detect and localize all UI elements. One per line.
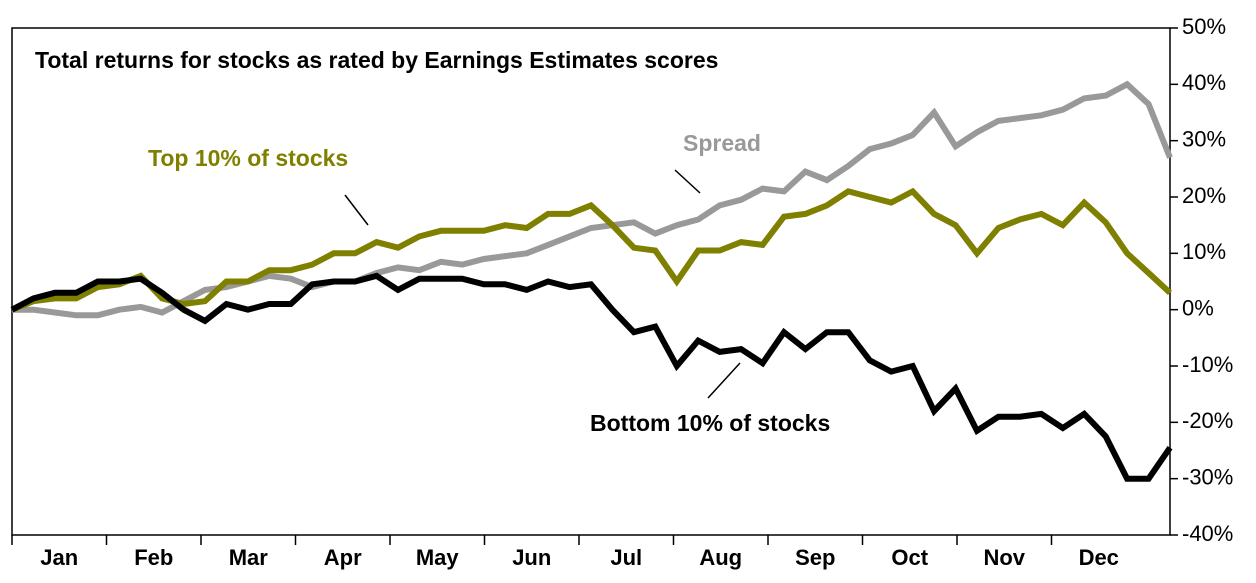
y-tick-label: 10% xyxy=(1182,239,1226,264)
series-line xyxy=(10,187,1173,313)
x-tick-label: Sep xyxy=(795,545,835,570)
x-tick-label: Apr xyxy=(324,545,362,570)
y-tick-label: 40% xyxy=(1182,70,1226,95)
plot-frame xyxy=(11,27,1171,536)
x-tick-label: May xyxy=(416,545,460,570)
leader-line xyxy=(707,362,741,399)
x-tick-label: Nov xyxy=(983,545,1025,570)
y-tick-label: -10% xyxy=(1182,352,1233,377)
series-annotation: Top 10% of stocks xyxy=(148,145,348,171)
y-tick-label: 0% xyxy=(1182,295,1214,320)
y-tick-label: 20% xyxy=(1182,183,1226,208)
x-tick-label: Jul xyxy=(610,545,642,570)
series-line xyxy=(10,272,1173,482)
x-tick-label: Oct xyxy=(891,545,928,570)
y-tick-label: -30% xyxy=(1182,464,1233,489)
x-tick-label: Feb xyxy=(134,545,173,570)
x-tick-label: Jun xyxy=(512,545,551,570)
series-annotation: Bottom 10% of stocks xyxy=(590,410,830,436)
leader-line xyxy=(344,194,369,226)
series-line xyxy=(12,80,1173,319)
y-tick-label: 30% xyxy=(1182,126,1226,151)
y-tick-label: -20% xyxy=(1182,408,1233,433)
chart-title: Total returns for stocks as rated by Ear… xyxy=(35,47,718,73)
y-tick-label: 50% xyxy=(1182,14,1226,39)
series-annotation: Spread xyxy=(683,130,761,156)
leader-line xyxy=(674,169,701,194)
x-tick-label: Dec xyxy=(1079,545,1119,570)
x-tick-label: Mar xyxy=(229,545,269,570)
x-tick-label: Jan xyxy=(40,545,78,570)
y-tick-label: -40% xyxy=(1182,521,1233,546)
x-tick-label: Aug xyxy=(699,545,742,570)
